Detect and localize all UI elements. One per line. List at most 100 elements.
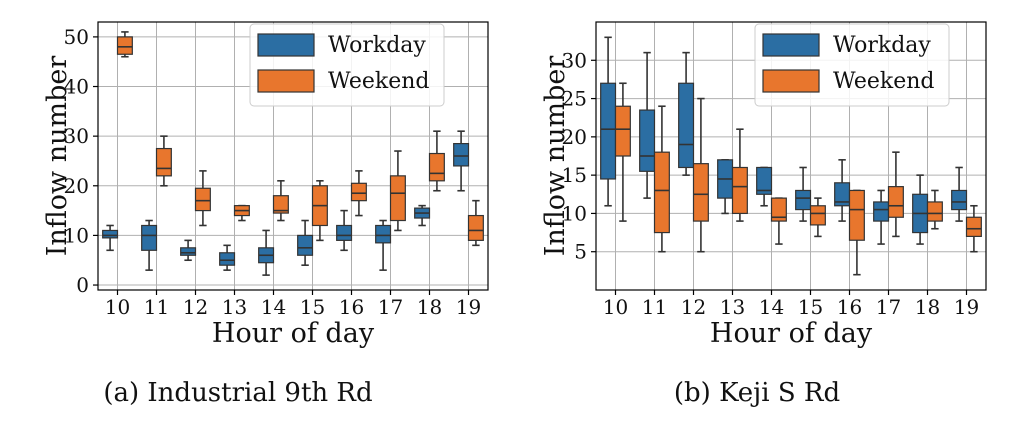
y-tick-label: 40 xyxy=(64,75,89,99)
x-tick-label: 17 xyxy=(378,295,403,319)
y-axis-label: Inflow number xyxy=(540,56,571,257)
caption-a: (a) Industrial 9th Rd xyxy=(103,378,373,408)
box-weekend-11 xyxy=(155,135,172,187)
x-tick-label: 16 xyxy=(339,295,364,319)
box-iqr xyxy=(116,36,133,55)
x-tick-label: 12 xyxy=(681,295,706,319)
box-weekend-18 xyxy=(428,130,445,192)
x-tick-label: 15 xyxy=(798,295,823,319)
box-iqr xyxy=(428,152,445,182)
box-iqr xyxy=(155,147,172,177)
legend-swatch-workday xyxy=(257,33,315,57)
y-tick-label: 20 xyxy=(64,174,89,198)
box-weekend-19 xyxy=(965,204,982,253)
box-iqr xyxy=(297,234,314,256)
y-tick-label: 25 xyxy=(562,87,587,111)
box-workday-15 xyxy=(297,219,314,266)
box-iqr xyxy=(692,163,709,222)
y-tick-label: 0 xyxy=(76,273,89,297)
box-weekend-18 xyxy=(926,189,943,230)
x-tick-label: 11 xyxy=(144,295,169,319)
y-tick-label: 10 xyxy=(64,223,89,247)
box-iqr xyxy=(453,142,470,167)
box-iqr xyxy=(389,175,406,222)
box-weekend-17 xyxy=(887,151,904,238)
chart-a: 0 10 20 30 40 50 10 11 12 13 14 15 16 17 18 19 Hour of d… xyxy=(42,21,489,349)
box-workday-19 xyxy=(453,130,470,192)
x-tick-label: 11 xyxy=(642,295,667,319)
x-tick-label: 12 xyxy=(183,295,208,319)
box-weekend-16 xyxy=(350,170,367,217)
y-tick-label: 20 xyxy=(562,125,587,149)
box-iqr xyxy=(194,187,211,212)
x-tick-label: 13 xyxy=(222,295,247,319)
box-weekend-17 xyxy=(389,150,406,232)
box-workday-13 xyxy=(219,244,236,271)
box-iqr xyxy=(600,82,617,180)
legend-label-weekend: Weekend xyxy=(328,69,429,94)
x-tick-label: 16 xyxy=(837,295,862,319)
x-axis-label: Hour of day xyxy=(212,318,375,349)
x-tick-label: 14 xyxy=(759,295,784,319)
x-tick-label: 10 xyxy=(603,295,628,319)
y-tick-label: 10 xyxy=(562,201,587,225)
legend-swatch-weekend xyxy=(762,69,820,93)
caption-b: (b) Keji S Rd xyxy=(673,378,841,408)
box-weekend-14 xyxy=(770,197,787,245)
box-iqr xyxy=(887,186,904,218)
plot-frame xyxy=(97,21,489,291)
y-tick-label: 30 xyxy=(64,124,89,148)
box-workday-16 xyxy=(336,209,353,252)
box-iqr xyxy=(336,224,353,241)
y-tick-label: 15 xyxy=(562,163,587,187)
box-iqr xyxy=(965,216,982,237)
chart-b: 5 10 15 20 25 30 10 11 12 13 14 15 16 17 18 19 Hour of d… xyxy=(540,21,987,349)
x-axis-label: Hour of day xyxy=(710,318,873,349)
legend-swatch-workday xyxy=(762,33,820,57)
legend: Workday Weekend xyxy=(754,23,950,107)
box-iqr xyxy=(467,214,484,241)
box-workday-12 xyxy=(180,239,197,262)
x-tick-label: 15 xyxy=(300,295,325,319)
box-weekend-10 xyxy=(116,31,133,58)
legend: Workday Weekend xyxy=(249,23,445,107)
box-weekend-15 xyxy=(311,180,328,242)
box-weekend-13 xyxy=(731,128,748,222)
plot-frame xyxy=(595,21,987,291)
x-tick-label: 17 xyxy=(876,295,901,319)
box-workday-14 xyxy=(756,166,773,207)
box-iqr xyxy=(873,201,890,222)
box-iqr xyxy=(926,201,943,222)
legend-label-weekend: Weekend xyxy=(833,69,934,94)
box-weekend-19 xyxy=(467,199,484,247)
x-tick-label: 18 xyxy=(417,295,442,319)
y-tick-label: 50 xyxy=(64,25,89,49)
y-tick-label: 5 xyxy=(574,240,587,264)
box-iqr xyxy=(614,105,631,157)
x-tick-label: 18 xyxy=(915,295,940,319)
y-tick-label: 30 xyxy=(562,48,587,72)
legend-label-workday: Workday xyxy=(328,33,426,58)
box-weekend-12 xyxy=(692,97,709,253)
x-tick-label: 13 xyxy=(720,295,745,319)
box-workday-18 xyxy=(414,204,431,227)
box-iqr xyxy=(272,195,289,214)
box-weekend-15 xyxy=(809,197,826,238)
box-workday-17 xyxy=(375,219,392,271)
box-weekend-13 xyxy=(233,204,250,222)
x-tick-label: 10 xyxy=(105,295,130,319)
box-workday-10 xyxy=(600,36,617,207)
legend-swatch-weekend xyxy=(257,69,315,93)
box-iqr xyxy=(678,82,695,169)
y-axis-label: Inflow number xyxy=(42,56,73,257)
box-weekend-14 xyxy=(272,180,289,222)
box-iqr xyxy=(180,247,197,256)
box-workday-12 xyxy=(678,51,695,176)
box-iqr xyxy=(102,229,119,239)
box-iqr xyxy=(219,252,236,266)
box-iqr xyxy=(848,189,865,241)
box-workday-16 xyxy=(834,159,851,222)
box-workday-14 xyxy=(258,229,275,276)
box-workday-10 xyxy=(102,224,119,252)
